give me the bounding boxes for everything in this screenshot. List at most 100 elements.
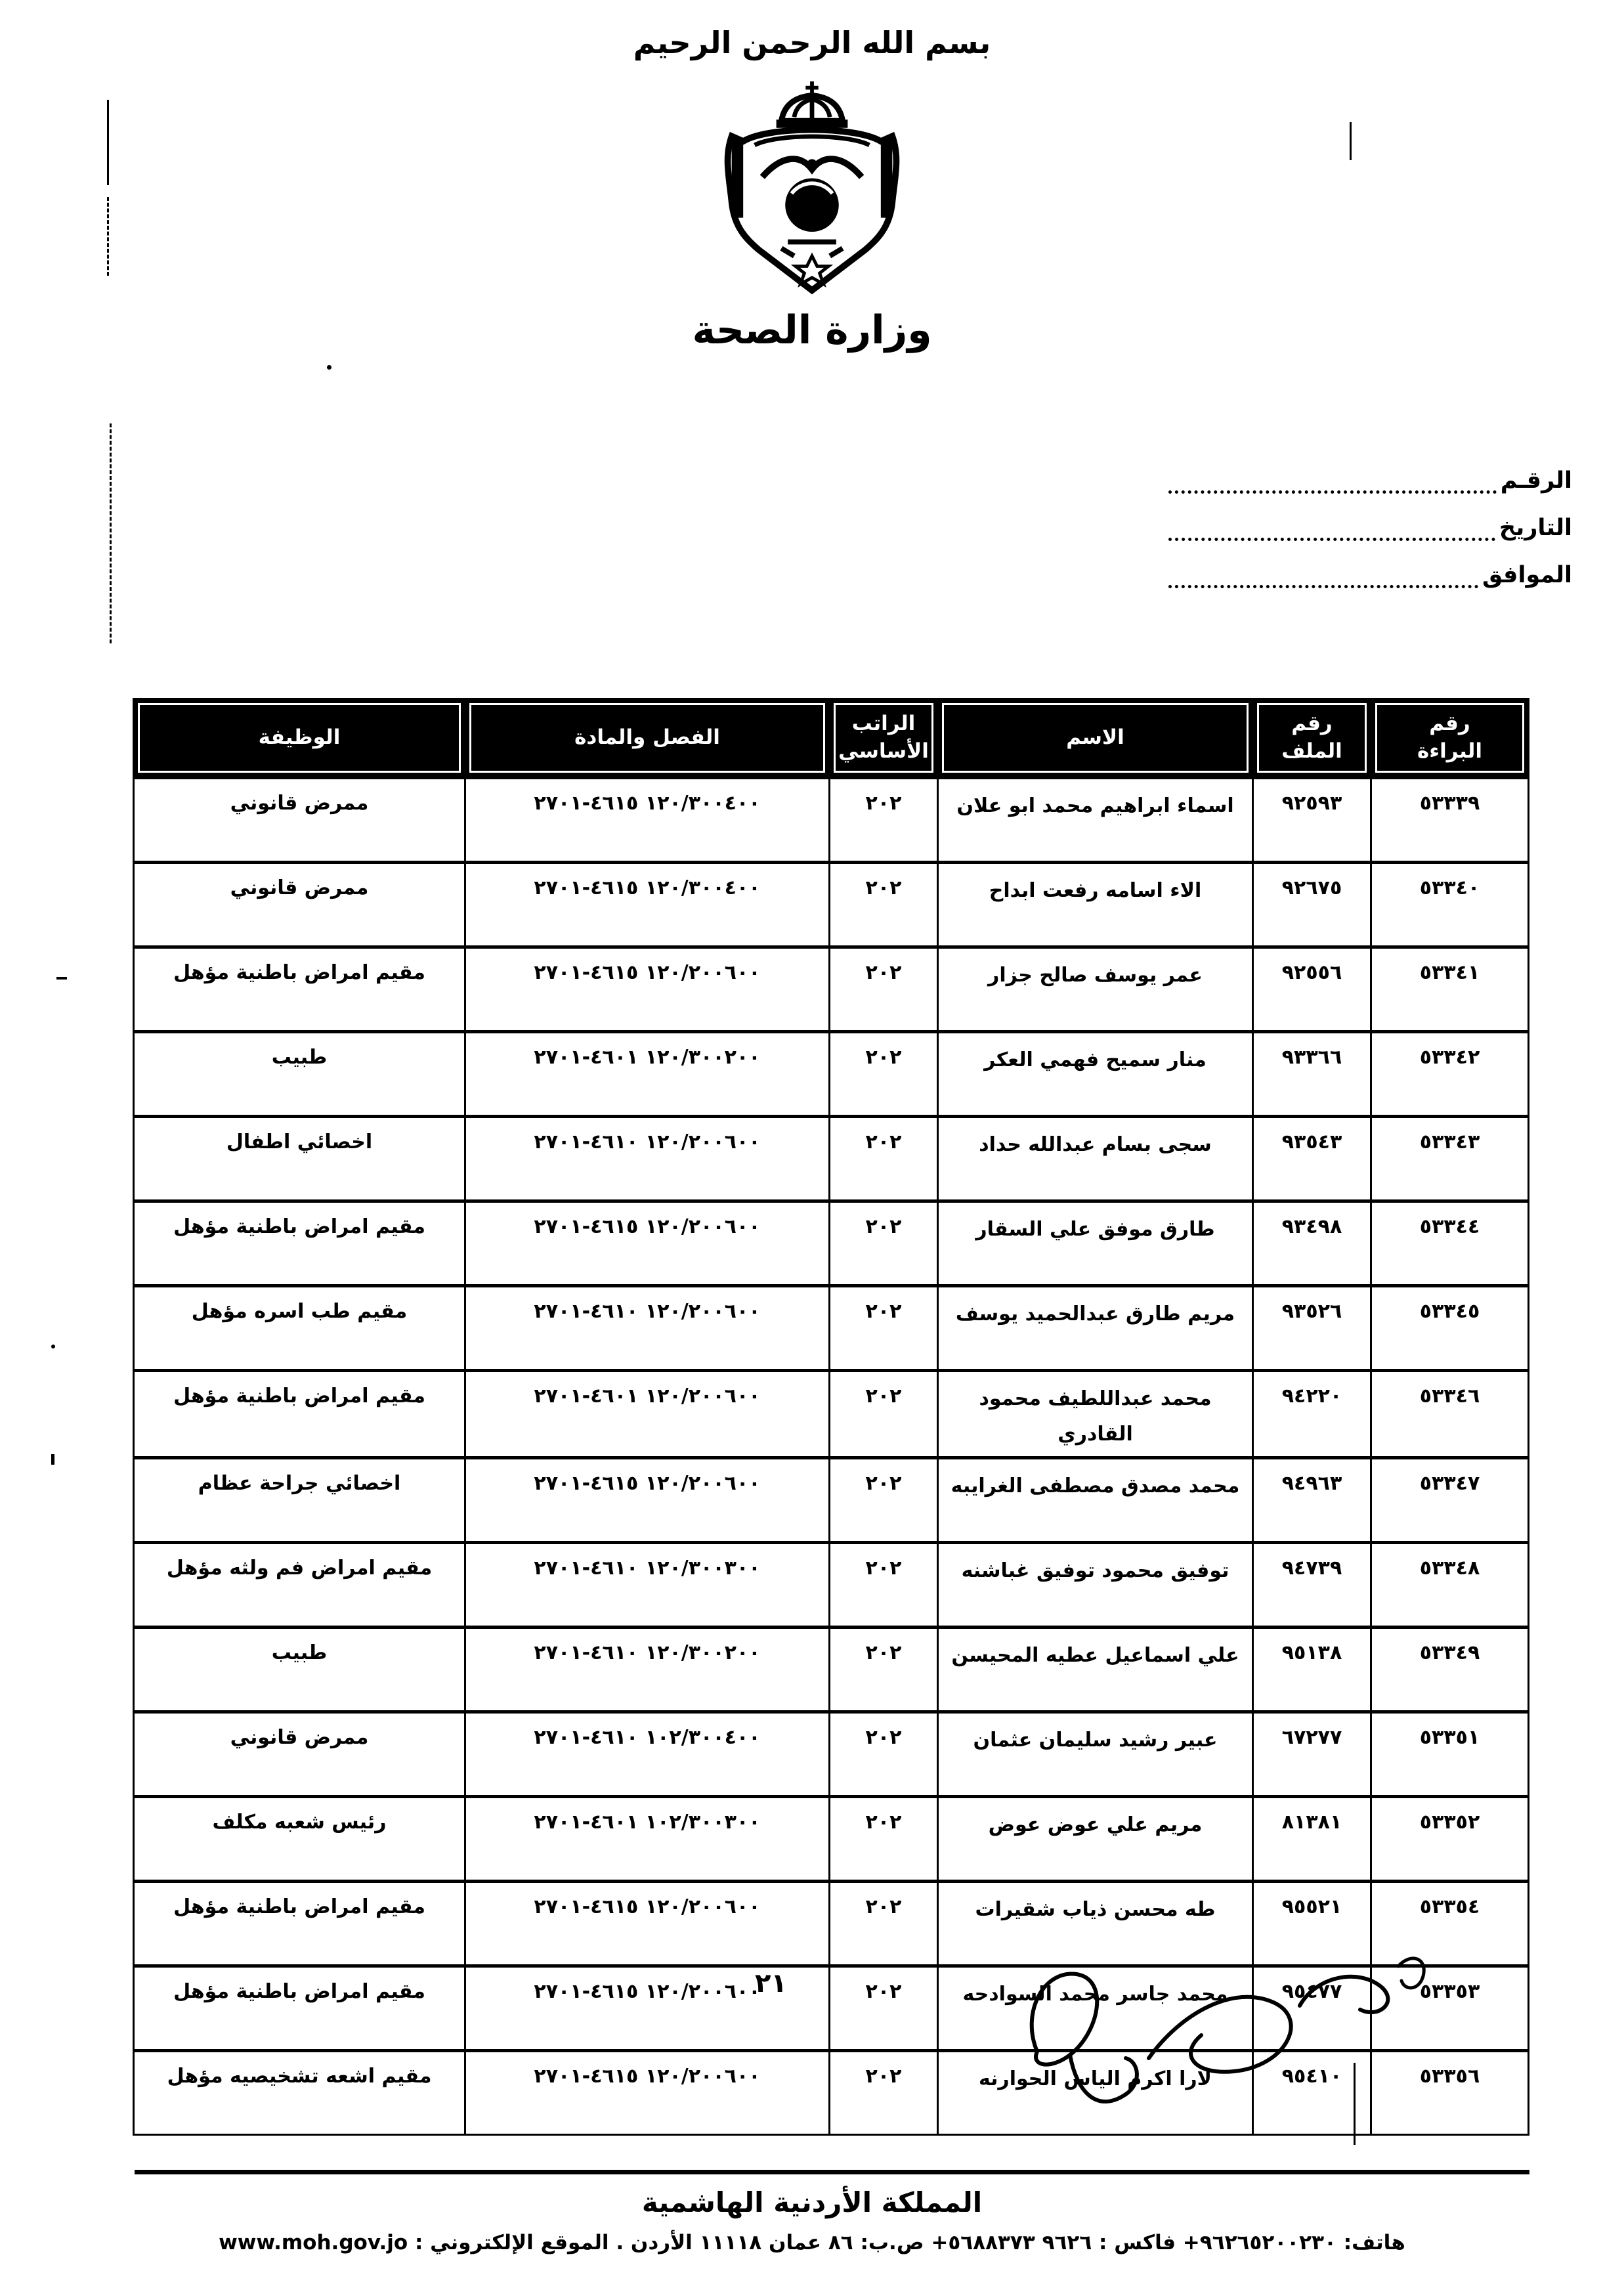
cell-basic-salary: ٢٠٢: [828, 1541, 939, 1628]
corresponding-label: الموافق: [1482, 562, 1572, 588]
cell-job-title: مقيم طب اسره مؤهل: [133, 1284, 466, 1371]
col-header-basic-salary: الراتب الأساسي: [828, 698, 939, 779]
cell-name: لارا اكرم الياس الحوارنه: [937, 2049, 1254, 2136]
cell-chapter-article: ١٢٠/٢٠٠٦٠٠ ٤٦١٥-٢٧٠١: [464, 1964, 830, 2052]
cell-basic-salary: ٢٠٢: [828, 945, 939, 1033]
cell-name: منار سميح فهمي العكر: [937, 1030, 1254, 1117]
cell-chapter-article: ١٢٠/٣٠٠٣٠٠ ٤٦١٠-٢٧٠١: [464, 1541, 830, 1628]
scan-artifact: [327, 365, 331, 370]
number-dotted-line: [1168, 467, 1497, 494]
reference-fields: الرقـم التاريخ الموافق: [1168, 467, 1572, 609]
ministry-title: وزارة الصحة: [692, 307, 932, 353]
cell-decree-no: ٥٣٣٤٩: [1370, 1626, 1529, 1713]
col-header-decree-no: رقم البراءة: [1370, 698, 1529, 779]
cell-name: مريم طارق عبدالحميد يوسف: [937, 1284, 1254, 1371]
scan-artifact: [51, 1454, 54, 1465]
cell-name: الاء اسامه رفعت ابداح: [937, 861, 1254, 948]
cell-file-no: ٩٢٥٩٣: [1252, 776, 1372, 863]
table-row: ٥٣٣٤٣ ٩٣٥٤٣ سجى بسام عبدالله حداد ٢٠٢ ١٢…: [133, 1115, 1529, 1202]
cell-decree-no: ٥٣٣٤٦: [1370, 1369, 1529, 1459]
table-row: ٥٣٣٥٢ ٨١٣٨١ مريم علي عوض عوض ٢٠٢ ١٠٢/٣٠٠…: [133, 1795, 1529, 1882]
bismillah-calligraphy: بسم الله الرحمن الرحيم: [633, 25, 991, 60]
cell-name: علي اسماعيل عطيه المحيسن: [937, 1626, 1254, 1713]
cell-decree-no: ٥٣٣٥٦: [1370, 2049, 1529, 2136]
cell-file-no: ٦٧٢٧٧: [1252, 1710, 1372, 1798]
cell-basic-salary: ٢٠٢: [828, 1795, 939, 1882]
cell-basic-salary: ٢٠٢: [828, 1369, 939, 1459]
cell-decree-no: ٥٣٣٤٤: [1370, 1199, 1529, 1287]
table-row: ٥٣٣٤٩ ٩٥١٣٨ علي اسماعيل عطيه المحيسن ٢٠٢…: [133, 1626, 1529, 1713]
cell-job-title: رئيس شعبه مكلف: [133, 1795, 466, 1882]
cell-file-no: ٩٥٥٢١: [1252, 1880, 1372, 1967]
kingdom-name: المملكة الأردنية الهاشمية: [641, 2186, 983, 2218]
cell-job-title: مقيم امراض باطنية مؤهل: [133, 1964, 466, 2052]
col-header-chapter-article: الفصل والمادة: [464, 698, 830, 779]
number-label: الرقـم: [1500, 467, 1572, 494]
table-row: ٥٣٣٤٠ ٩٢٦٧٥ الاء اسامه رفعت ابداح ٢٠٢ ١٢…: [133, 861, 1529, 948]
table-row: ٥٣٣٤٤ ٩٣٤٩٨ طارق موفق علي السقار ٢٠٢ ١٢٠…: [133, 1199, 1529, 1287]
cell-chapter-article: ١٢٠/٣٠٠٤٠٠ ٤٦١٥-٢٧٠١: [464, 861, 830, 948]
cell-file-no: ٩٥٤١٠: [1252, 2049, 1372, 2136]
date-dotted-line: [1168, 515, 1495, 541]
jordan-coat-of-arms-emblem: [724, 81, 900, 295]
cell-name: عمر يوسف صالح جزار: [937, 945, 1254, 1033]
cell-decree-no: ٥٣٣٤٨: [1370, 1541, 1529, 1628]
cell-chapter-article: ١٢٠/٢٠٠٦٠٠ ٤٦١٥-٢٧٠١: [464, 1199, 830, 1287]
table-row: ٥٣٣٥٦ ٩٥٤١٠ لارا اكرم الياس الحوارنه ٢٠٢…: [133, 2049, 1529, 2136]
date-label: التاريخ: [1499, 515, 1572, 541]
cell-basic-salary: ٢٠٢: [828, 1456, 939, 1543]
cell-decree-no: ٥٣٣٣٩: [1370, 776, 1529, 863]
cell-decree-no: ٥٣٣٤٠: [1370, 861, 1529, 948]
cell-name: سجى بسام عبدالله حداد: [937, 1115, 1254, 1202]
scan-artifact: [107, 197, 109, 276]
cell-job-title: طبيب: [133, 1030, 466, 1117]
table-row: ٥٣٣٥٤ ٩٥٥٢١ طه محسن ذياب شقيرات ٢٠٢ ١٢٠/…: [133, 1880, 1529, 1967]
cell-basic-salary: ٢٠٢: [828, 1115, 939, 1202]
cell-chapter-article: ١٢٠/٢٠٠٦٠٠ ٤٦١٠-٢٧٠١: [464, 1115, 830, 1202]
table-row: ٥٣٣٤٥ ٩٣٥٢٦ مريم طارق عبدالحميد يوسف ٢٠٢…: [133, 1284, 1529, 1371]
cell-job-title: مقيم امراض باطنية مؤهل: [133, 945, 466, 1033]
cell-job-title: مقيم امراض فم ولثه مؤهل: [133, 1541, 466, 1628]
cell-name: اسماء ابراهيم محمد ابو علان: [937, 776, 1254, 863]
scan-artifact: [1350, 122, 1352, 160]
cell-decree-no: ٥٣٣٤٧: [1370, 1456, 1529, 1543]
cell-basic-salary: ٢٠٢: [828, 1284, 939, 1371]
table-row: ٥٣٣٣٩ ٩٢٥٩٣ اسماء ابراهيم محمد ابو علان …: [133, 776, 1529, 863]
cell-job-title: مقيم امراض باطنية مؤهل: [133, 1369, 466, 1459]
table-row: ٥٣٣٤٢ ٩٣٣٦٦ منار سميح فهمي العكر ٢٠٢ ١٢٠…: [133, 1030, 1529, 1117]
scan-artifact: [110, 423, 112, 643]
cell-chapter-article: ١٢٠/٢٠٠٦٠٠ ٤٦٠١-٢٧٠١: [464, 1369, 830, 1459]
contact-line: هاتف: ٩٦٢٦٥٢٠٠٢٣٠+ فاكس : ٩٦٢٦ ٥٦٨٨٣٧٣+ …: [219, 2231, 1405, 2254]
cell-name: طه محسن ذياب شقيرات: [937, 1880, 1254, 1967]
cell-chapter-article: ١٠٢/٣٠٠٣٠٠ ٤٦٠١-٢٧٠١: [464, 1795, 830, 1882]
cell-name: مريم علي عوض عوض: [937, 1795, 1254, 1882]
cell-basic-salary: ٢٠٢: [828, 1710, 939, 1798]
scan-artifact: [51, 1345, 55, 1348]
cell-chapter-article: ١٢٠/٣٠٠٢٠٠ ٤٦١٠-٢٧٠١: [464, 1626, 830, 1713]
cell-file-no: ٨١٣٨١: [1252, 1795, 1372, 1882]
staff-table: رقم البراءة رقم الملف الاسم الراتب الأسا…: [133, 698, 1529, 2136]
scan-artifact: [107, 100, 109, 185]
cell-decree-no: ٥٣٣٥٤: [1370, 1880, 1529, 1967]
cell-job-title: ممرض قانوني: [133, 861, 466, 948]
reference-corresponding-row: الموافق: [1168, 562, 1572, 588]
cell-job-title: اخصائي جراحة عظام: [133, 1456, 466, 1543]
cell-name: توفيق محمود توفيق غباشنه: [937, 1541, 1254, 1628]
table-row: ٥٣٣٥١ ٦٧٢٧٧ عبير رشيد سليمان عثمان ٢٠٢ ١…: [133, 1710, 1529, 1798]
page-number: ٢١: [755, 1968, 787, 1998]
cell-chapter-article: ١٢٠/٢٠٠٦٠٠ ٤٦١٥-٢٧٠١: [464, 1456, 830, 1543]
col-header-file-no: رقم الملف: [1252, 698, 1372, 779]
col-header-name: الاسم: [937, 698, 1254, 779]
table-row: ٥٣٣٤٨ ٩٤٧٣٩ توفيق محمود توفيق غباشنه ٢٠٢…: [133, 1541, 1529, 1628]
corresponding-dotted-line: [1168, 562, 1478, 588]
cell-basic-salary: ٢٠٢: [828, 1964, 939, 2052]
cell-chapter-article: ١٠٢/٣٠٠٤٠٠ ٤٦١٠-٢٧٠١: [464, 1710, 830, 1798]
cell-chapter-article: ١٢٠/٣٠٠٤٠٠ ٤٦١٥-٢٧٠١: [464, 776, 830, 863]
cell-job-title: مقيم اشعه تشخيصيه مؤهل: [133, 2049, 466, 2136]
cell-file-no: ٩٣٥٢٦: [1252, 1284, 1372, 1371]
cell-file-no: ٩٥٤٧٧: [1252, 1964, 1372, 2052]
cell-file-no: ٩٥١٣٨: [1252, 1626, 1372, 1713]
cell-chapter-article: ١٢٠/٢٠٠٦٠٠ ٤٦١٥-٢٧٠١: [464, 945, 830, 1033]
cell-basic-salary: ٢٠٢: [828, 1626, 939, 1713]
